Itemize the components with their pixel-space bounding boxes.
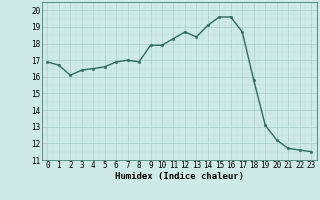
X-axis label: Humidex (Indice chaleur): Humidex (Indice chaleur) <box>115 172 244 181</box>
